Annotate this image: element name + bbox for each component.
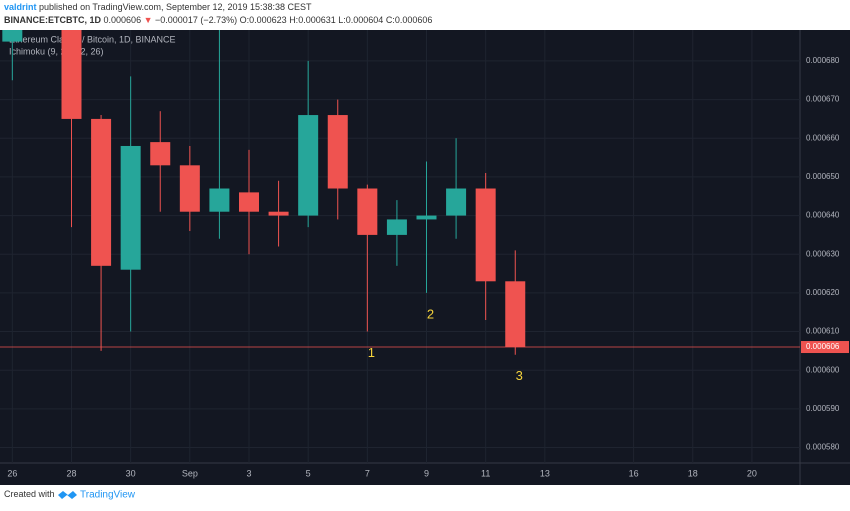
candle-body	[327, 115, 348, 189]
logo	[58, 491, 77, 499]
annotation: 3	[516, 368, 523, 383]
candle-body	[61, 30, 82, 119]
candle-body	[475, 188, 496, 282]
arrow: ▼	[144, 15, 153, 25]
y-tick-label: 0.000670	[806, 95, 840, 104]
x-tick-label: 30	[126, 468, 136, 478]
candle-body	[386, 219, 407, 235]
chart-subtitle: Ichimoku (9, 26, 52, 26)	[9, 46, 104, 56]
candle-body	[416, 215, 437, 220]
header-line: valdrint published on TradingView.com, S…	[4, 2, 312, 12]
candle-body	[179, 165, 200, 212]
symbol-line: BINANCE:ETCBTC, 1D 0.000606 ▼ −0.000017 …	[4, 15, 432, 25]
x-tick-label: 13	[540, 468, 550, 478]
brand: TradingView	[80, 490, 136, 501]
candle-body	[209, 188, 230, 212]
candle-body	[298, 115, 319, 216]
y-tick-label: 0.000650	[806, 172, 840, 181]
x-tick-label: 16	[629, 468, 639, 478]
price: 0.000606	[104, 15, 142, 25]
ohlc-close: C:0.000606	[386, 15, 433, 25]
author: valdrint	[4, 2, 37, 12]
chart-title: Ethereum Classic / Bitcoin, 1D, BINANCE	[9, 34, 176, 44]
candle-body	[2, 30, 23, 42]
y-tick-label: 0.000610	[806, 327, 840, 336]
ohlc-open: O:0.000623	[240, 15, 287, 25]
ohlc-high: H:0.000631	[289, 15, 336, 25]
x-tick-label: 28	[66, 468, 76, 478]
plot	[0, 30, 800, 463]
y-tick-label: 0.000580	[806, 443, 840, 452]
candle-body	[91, 118, 112, 266]
candle-body	[357, 188, 378, 235]
candle-body	[150, 142, 171, 166]
last-price-label: 0.000606	[806, 342, 840, 351]
candle-body	[268, 211, 289, 216]
y-tick-label: 0.000680	[806, 56, 840, 65]
symbol: BINANCE:ETCBTC, 1D	[4, 15, 102, 25]
y-tick-label: 0.000630	[806, 249, 840, 258]
header-bg	[0, 0, 850, 30]
y-tick-label: 0.000590	[806, 404, 840, 413]
ohlc-low: L:0.000604	[338, 15, 383, 25]
y-tick-label: 0.000600	[806, 365, 840, 374]
annotation: 1	[368, 345, 375, 360]
x-tick-label: 3	[246, 468, 251, 478]
published: published on TradingView.com, September …	[39, 2, 312, 12]
x-tick-label: 11	[481, 468, 490, 478]
x-tick-label: Sep	[182, 468, 198, 478]
x-tick-label: 7	[365, 468, 370, 478]
footer-bg	[0, 485, 850, 506]
y-tick-label: 0.000640	[806, 211, 840, 220]
candle-body	[446, 188, 467, 216]
y-tick-label: 0.000660	[806, 133, 840, 142]
candle-body	[238, 192, 259, 212]
x-tick-label: 5	[306, 468, 311, 478]
change: −0.000017 (−2.73%)	[155, 15, 237, 25]
x-tick-label: 26	[7, 468, 17, 478]
candle-body	[505, 281, 526, 348]
footer-text: Created with	[4, 489, 55, 499]
annotation: 2	[427, 306, 434, 321]
y-tick-label: 0.000620	[806, 288, 840, 297]
created-with: Created with	[4, 489, 55, 499]
last-price-box	[801, 341, 849, 354]
candle-body	[120, 145, 141, 270]
x-tick-label: 20	[747, 468, 757, 478]
x-tick-label: 9	[424, 468, 429, 478]
x-tick-label: 18	[688, 468, 698, 478]
